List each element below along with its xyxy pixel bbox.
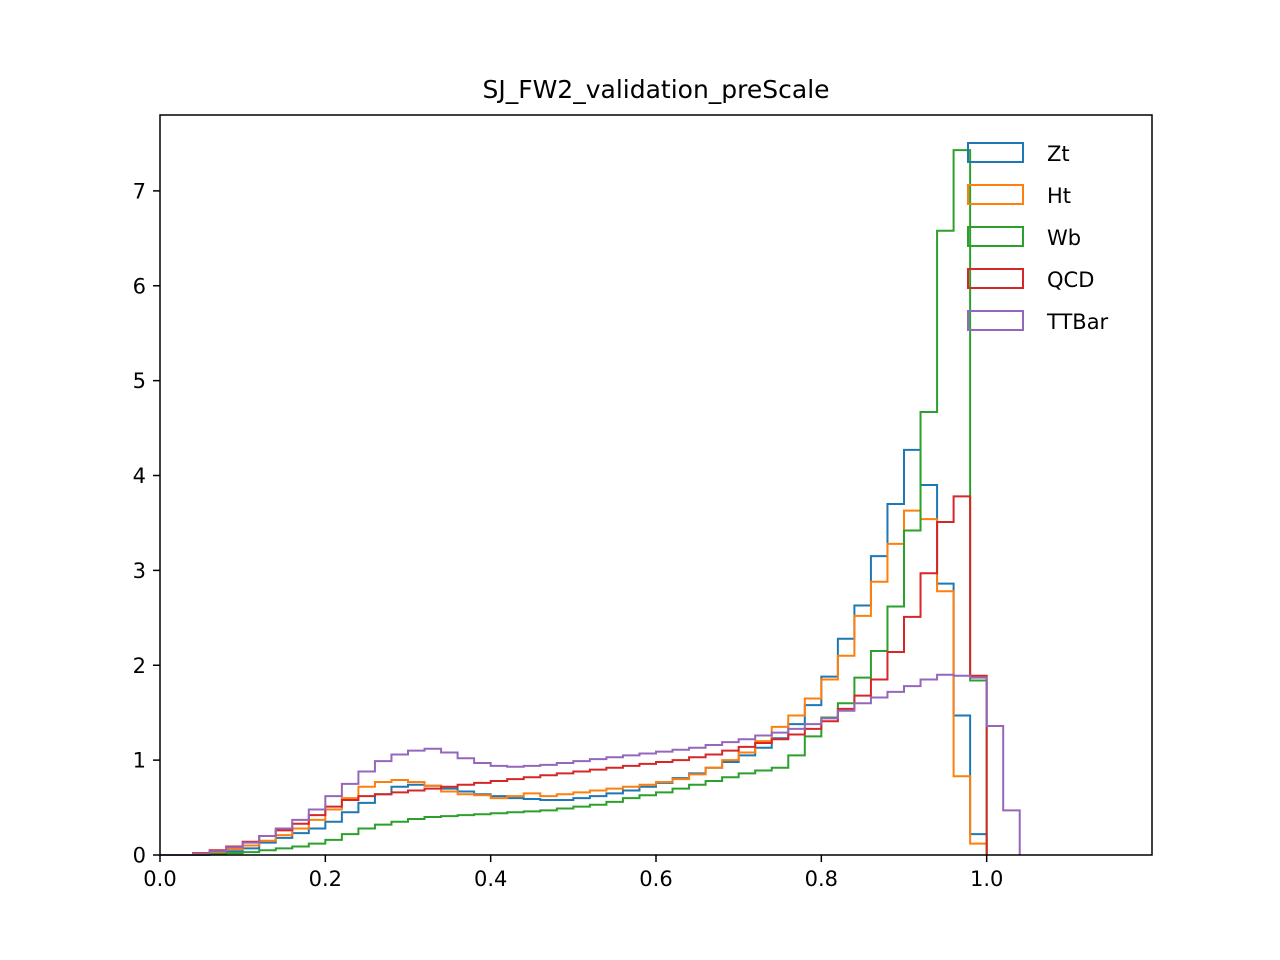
- y-tick-label: 3: [133, 559, 146, 583]
- y-tick-label: 7: [133, 179, 146, 203]
- x-tick-label: 0.8: [805, 867, 838, 891]
- x-axis: 0.0 0.2 0.4 0.6 0.8 1.0: [143, 855, 1003, 891]
- x-tick-label: 0.2: [309, 867, 342, 891]
- legend-label-zt: Zt: [1047, 142, 1070, 166]
- chart-title: SJ_FW2_validation_preScale: [482, 75, 829, 104]
- y-tick-label: 1: [133, 749, 146, 773]
- y-tick-label: 0: [133, 844, 146, 868]
- legend-label-qcd: QCD: [1047, 268, 1094, 292]
- legend-label-ht: Ht: [1047, 184, 1071, 208]
- legend-swatch-zt: [967, 142, 1024, 163]
- y-tick-label: 5: [133, 369, 146, 393]
- y-axis: 0 1 2 3 4 5 6 7: [133, 179, 160, 868]
- y-tick-label: 4: [133, 464, 146, 488]
- legend-swatch-ht: [967, 184, 1024, 205]
- series-wb-step: [160, 149, 988, 856]
- legend-label-ttbar: TTBar: [1046, 310, 1109, 334]
- x-tick-label: 0.0: [143, 867, 176, 891]
- legend-swatch-wb: [967, 226, 1024, 247]
- y-tick-label: 6: [133, 274, 146, 298]
- x-tick-label: 1.0: [970, 867, 1003, 891]
- legend-swatch-qcd: [967, 268, 1024, 289]
- series-layer: [160, 149, 1021, 856]
- legend-label-wb: Wb: [1047, 226, 1081, 250]
- legend-swatch-ttbar: [967, 310, 1024, 331]
- series-ttbar-step: [160, 673, 1021, 856]
- y-tick-label: 2: [133, 654, 146, 678]
- legend: Zt Ht Wb QCD TTBar: [967, 142, 1109, 334]
- x-tick-label: 0.6: [639, 867, 672, 891]
- x-tick-label: 0.4: [474, 867, 507, 891]
